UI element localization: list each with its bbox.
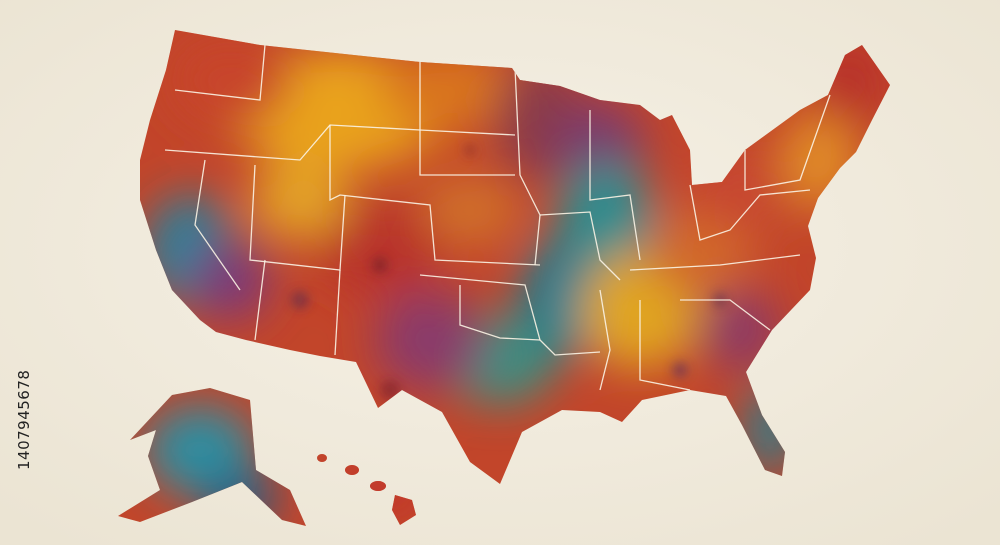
image-id: 1407945678 xyxy=(15,370,33,470)
color-washes xyxy=(145,35,885,525)
watercolor-blots xyxy=(291,144,727,400)
state-borders xyxy=(164,44,831,391)
